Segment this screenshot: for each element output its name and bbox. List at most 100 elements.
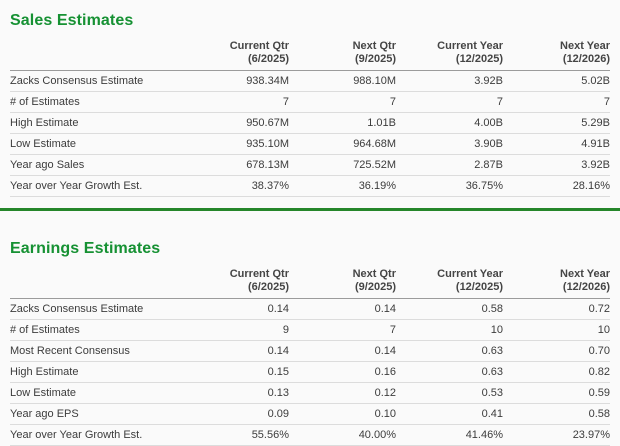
row-label: Low Estimate (10, 133, 182, 155)
cell-value: 38.37% (182, 175, 289, 197)
cell-value: 3.90B (396, 133, 503, 155)
cell-value: 988.10M (289, 70, 396, 92)
row-label: # of Estimates (10, 319, 182, 341)
column-period: (6/2025) (248, 281, 289, 293)
column-header-current-year: Current Year (12/2025) (396, 40, 503, 71)
column-label: Next Qtr (352, 40, 396, 52)
cell-value: 950.67M (182, 112, 289, 134)
cell-value: 0.58 (396, 298, 503, 320)
section-divider (0, 208, 620, 211)
cell-value: 4.00B (396, 112, 503, 134)
column-period: (12/2026) (562, 281, 610, 293)
column-header-current-qtr: Current Qtr (6/2025) (182, 40, 289, 71)
cell-value: 7 (289, 319, 396, 341)
cell-value: 0.14 (289, 340, 396, 362)
cell-value: 0.14 (182, 298, 289, 320)
cell-value: 0.63 (396, 340, 503, 362)
cell-value: 0.63 (396, 361, 503, 383)
earnings-estimates-title: Earnings Estimates (10, 240, 161, 257)
table-row: Most Recent Consensus 0.14 0.14 0.63 0.7… (10, 340, 610, 362)
table-row: Year over Year Growth Est. 55.56% 40.00%… (10, 424, 610, 446)
sales-header-row: Current Qtr (6/2025) Next Qtr (9/2025) C… (10, 40, 610, 71)
column-period: (12/2025) (455, 281, 503, 293)
cell-value: 36.75% (396, 175, 503, 197)
sales-estimates-title: Sales Estimates (10, 12, 134, 29)
cell-value: 2.87B (396, 154, 503, 176)
cell-value: 1.01B (289, 112, 396, 134)
cell-value: 0.70 (503, 340, 610, 362)
cell-value: 36.19% (289, 175, 396, 197)
table-row: # of Estimates 7 7 7 7 (10, 91, 610, 113)
column-period: (9/2025) (355, 281, 396, 293)
row-label: Year ago Sales (10, 154, 182, 176)
column-label: Current Year (437, 40, 503, 52)
cell-value: 0.59 (503, 382, 610, 404)
cell-value: 0.41 (396, 403, 503, 425)
table-row: Low Estimate 0.13 0.12 0.53 0.59 (10, 382, 610, 404)
cell-value: 0.14 (182, 340, 289, 362)
row-label: Year over Year Growth Est. (10, 424, 182, 446)
sales-estimates-section: Sales Estimates Current Qtr (6/2025) Nex… (10, 12, 610, 197)
cell-value: 0.72 (503, 298, 610, 320)
table-row: High Estimate 950.67M 1.01B 4.00B 5.29B (10, 112, 610, 134)
table-row: # of Estimates 9 7 10 10 (10, 319, 610, 341)
cell-value: 0.09 (182, 403, 289, 425)
column-period: (12/2026) (562, 53, 610, 65)
earnings-header-row: Current Qtr (6/2025) Next Qtr (9/2025) C… (10, 268, 610, 299)
sales-estimates-table: Current Qtr (6/2025) Next Qtr (9/2025) C… (10, 40, 610, 197)
column-label: Current Qtr (229, 40, 289, 52)
table-row: Low Estimate 935.10M 964.68M 3.90B 4.91B (10, 133, 610, 155)
earnings-estimates-table: Current Qtr (6/2025) Next Qtr (9/2025) C… (10, 268, 610, 446)
cell-value: 678.13M (182, 154, 289, 176)
cell-value: 41.46% (396, 424, 503, 446)
cell-value: 7 (289, 91, 396, 113)
cell-value: 0.82 (503, 361, 610, 383)
row-label: Year over Year Growth Est. (10, 175, 182, 197)
earnings-estimates-section: Earnings Estimates Current Qtr (6/2025) … (10, 240, 610, 446)
cell-value: 40.00% (289, 424, 396, 446)
row-label: High Estimate (10, 112, 182, 134)
cell-value: 0.58 (503, 403, 610, 425)
cell-value: 0.53 (396, 382, 503, 404)
cell-value: 7 (503, 91, 610, 113)
cell-value: 0.15 (182, 361, 289, 383)
cell-value: 4.91B (503, 133, 610, 155)
row-label: Year ago EPS (10, 403, 182, 425)
column-header-next-qtr: Next Qtr (9/2025) (289, 40, 396, 71)
table-row: High Estimate 0.15 0.16 0.63 0.82 (10, 361, 610, 383)
column-header-current-year: Current Year (12/2025) (396, 268, 503, 299)
cell-value: 5.29B (503, 112, 610, 134)
table-row: Zacks Consensus Estimate 938.34M 988.10M… (10, 70, 610, 92)
table-row: Year ago EPS 0.09 0.10 0.41 0.58 (10, 403, 610, 425)
cell-value: 10 (396, 319, 503, 341)
column-header-next-year: Next Year (12/2026) (503, 268, 610, 299)
cell-value: 7 (396, 91, 503, 113)
cell-value: 0.16 (289, 361, 396, 383)
cell-value: 7 (182, 91, 289, 113)
cell-value: 28.16% (503, 175, 610, 197)
column-label: Next Year (560, 40, 610, 52)
column-header-next-qtr: Next Qtr (9/2025) (289, 268, 396, 299)
column-label: Next Year (560, 268, 610, 280)
column-label: Next Qtr (352, 268, 396, 280)
cell-value: 10 (503, 319, 610, 341)
row-label: Zacks Consensus Estimate (10, 70, 182, 92)
row-label-header (10, 268, 182, 299)
cell-value: 964.68M (289, 133, 396, 155)
cell-value: 0.10 (289, 403, 396, 425)
cell-value: 0.12 (289, 382, 396, 404)
table-row: Year over Year Growth Est. 38.37% 36.19%… (10, 175, 610, 197)
column-header-current-qtr: Current Qtr (6/2025) (182, 268, 289, 299)
cell-value: 0.13 (182, 382, 289, 404)
cell-value: 725.52M (289, 154, 396, 176)
cell-value: 23.97% (503, 424, 610, 446)
row-label: High Estimate (10, 361, 182, 383)
column-period: (12/2025) (455, 53, 503, 65)
row-label: Most Recent Consensus (10, 340, 182, 362)
row-label: Low Estimate (10, 382, 182, 404)
cell-value: 935.10M (182, 133, 289, 155)
cell-value: 5.02B (503, 70, 610, 92)
row-label: # of Estimates (10, 91, 182, 113)
column-period: (9/2025) (355, 53, 396, 65)
